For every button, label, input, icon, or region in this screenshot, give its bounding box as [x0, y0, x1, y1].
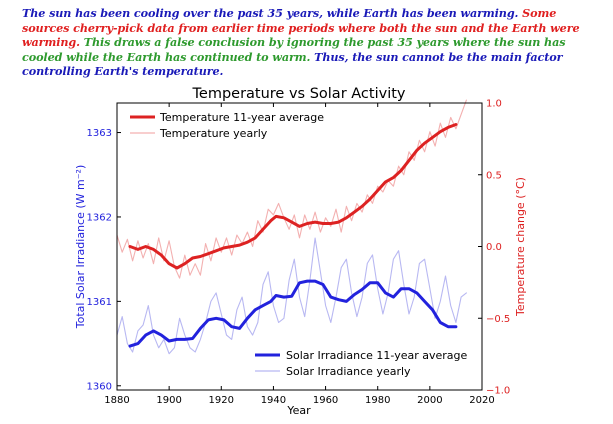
y-left-tick-label: 1360: [87, 381, 112, 392]
x-tick-label: 1980: [365, 395, 390, 406]
x-axis-label: Year: [286, 404, 311, 417]
caption: The sun has been cooling over the past 3…: [22, 6, 602, 79]
legend-tsi-avg-label: Solar Irradiance 11-year average: [286, 349, 468, 362]
x-tick-label: 1900: [156, 395, 181, 406]
y-right-tick-label: 0.0: [486, 242, 502, 253]
y-right-tick-label: −1.0: [486, 386, 510, 397]
caption-sun-cooling: The sun has been cooling over the past 3…: [22, 6, 519, 20]
legend-bottom: Solar Irradiance 11-year average Solar I…: [255, 349, 468, 378]
caption-conclusion: Thus, the sun cannot be the main factor …: [22, 49, 563, 79]
legend-temp-yearly-label: Temperature yearly: [159, 127, 268, 140]
x-tick-label: 1940: [261, 395, 286, 406]
caption-false-conclusion: This draws a false conclusion by ignorin…: [22, 35, 566, 64]
x-tick-label: 2020: [469, 395, 494, 406]
x-tick-label: 1960: [313, 395, 338, 406]
y-left-tick-label: 1361: [87, 297, 112, 308]
legend-top: Temperature 11-year average Temperature …: [130, 111, 324, 140]
legend-tsi-yearly-label: Solar Irradiance yearly: [286, 365, 411, 378]
chart-title: Temperature vs Solar Activity: [192, 86, 406, 102]
y-left-tick-label: 1363: [87, 128, 112, 139]
left-axis-label: Total Solar Irradiance (W m⁻²): [74, 165, 87, 330]
legend-temp-avg-label: Temperature 11-year average: [159, 111, 324, 124]
x-tick-label: 1880: [104, 395, 129, 406]
x-tick-label: 1920: [209, 395, 234, 406]
y-left-tick-label: 1362: [87, 212, 112, 223]
right-axis-label: Temperature change (°C): [514, 177, 527, 317]
tsi-11yr-avg-line: [128, 279, 458, 348]
y-right-tick-label: 1.0: [486, 99, 502, 110]
tsi-yearly-line: [116, 237, 467, 355]
y-right-tick-label: −0.5: [486, 314, 510, 325]
temp-11yr-avg-line: [128, 123, 458, 270]
y-right-tick-label: 0.5: [486, 170, 502, 181]
x-tick-label: 2000: [417, 395, 442, 406]
caption-cherry-pick: Some sources cherry-pick data from earli…: [22, 6, 580, 50]
plot-frame: [116, 102, 483, 391]
